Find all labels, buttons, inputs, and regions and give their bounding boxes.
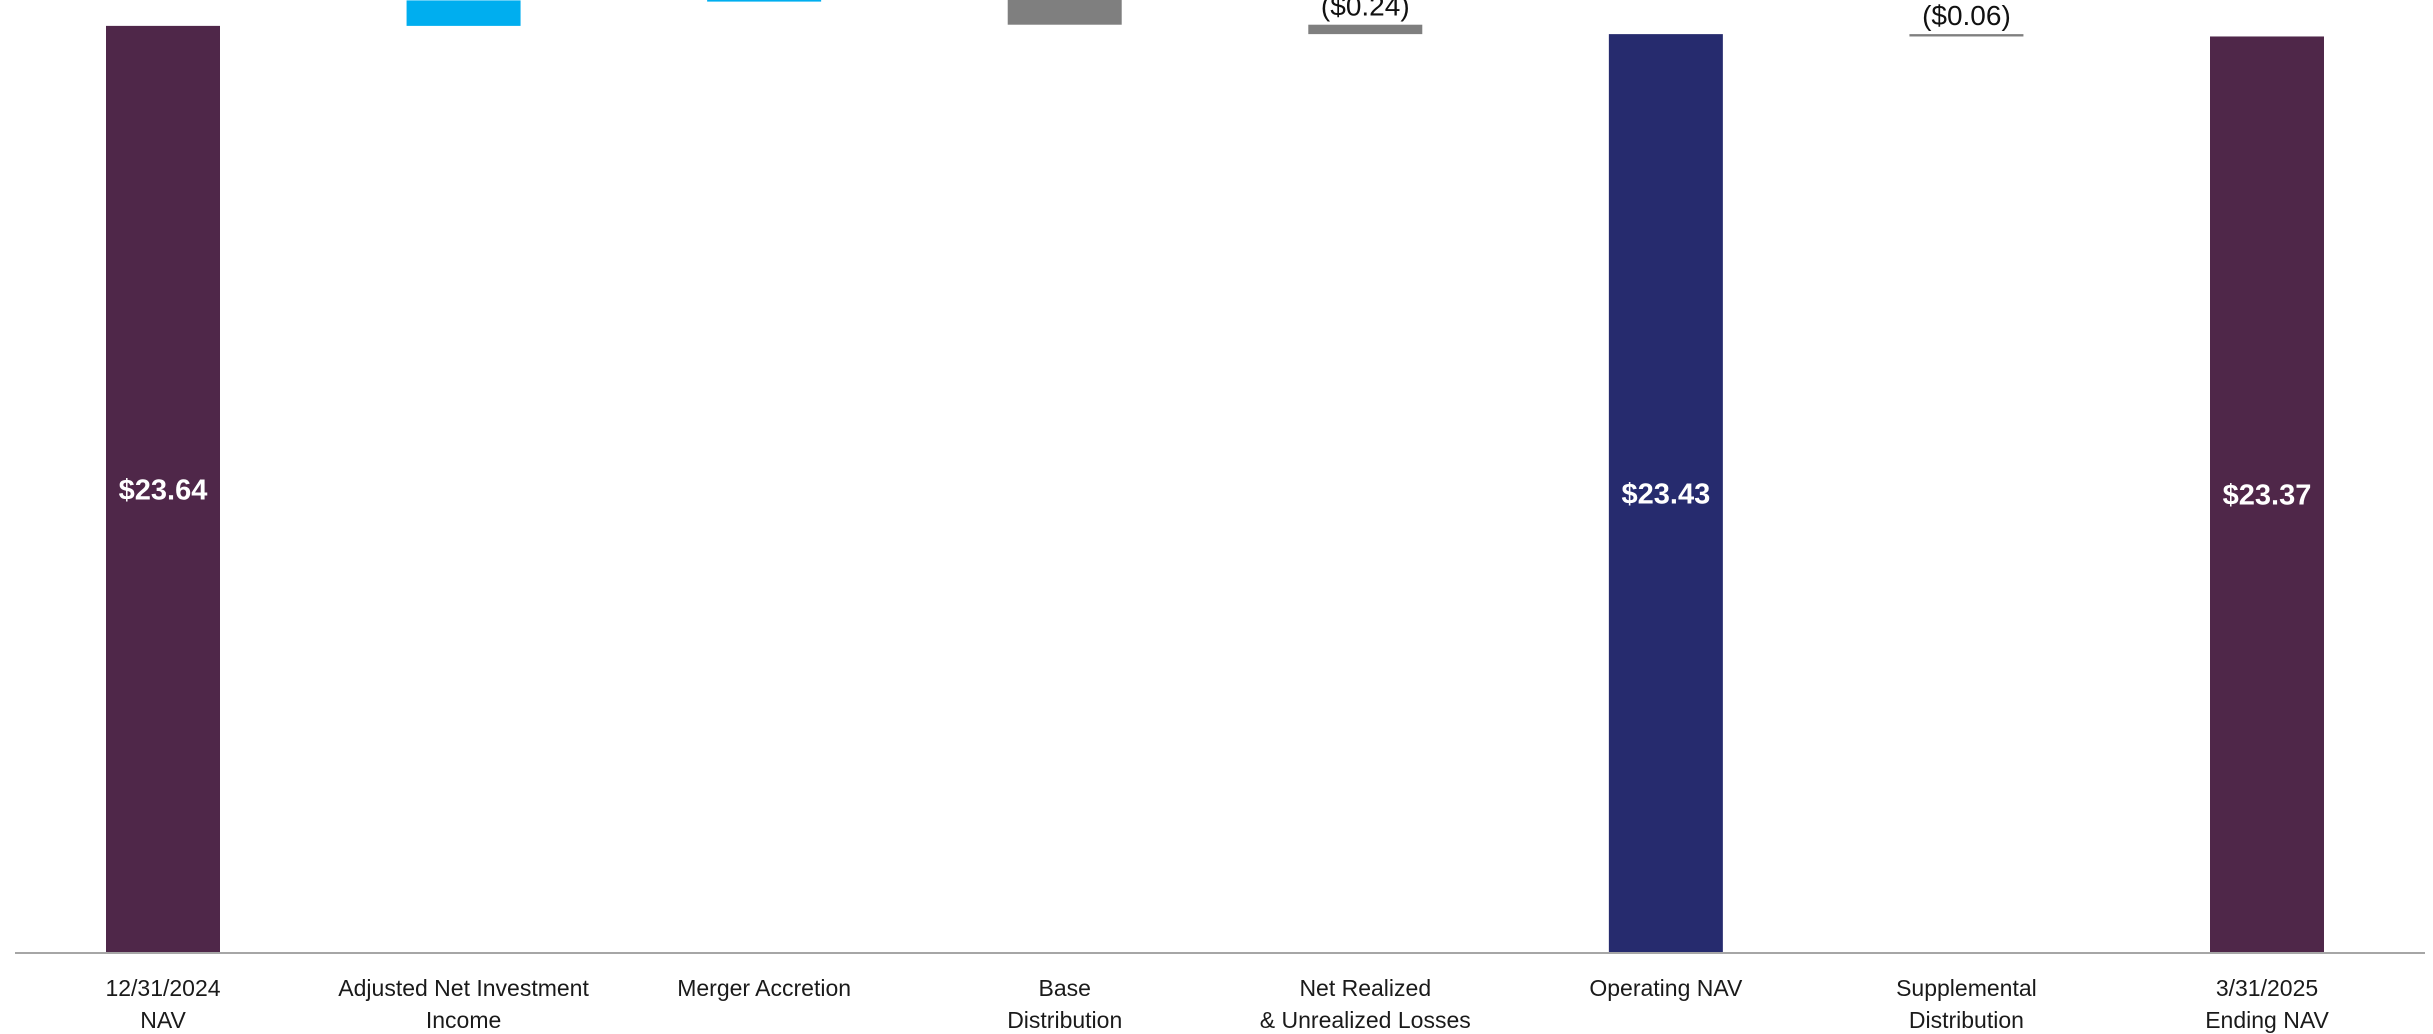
category-label-2: Adjusted Net Investment Income <box>338 975 589 1033</box>
value-label-7: ($0.06) <box>1922 0 2011 31</box>
category-label-line: Adjusted Net Investment <box>338 975 589 1001</box>
category-label-3: Merger Accretion <box>677 975 851 1001</box>
bar-6 <box>1608 34 1723 954</box>
category-label-7: Supplemental Distribution <box>1896 975 2037 1033</box>
bar-1 <box>106 25 220 953</box>
category-label-1: 12/31/2024 NAV <box>105 975 220 1033</box>
value-label-1: $23.64 <box>119 474 208 506</box>
value-label-5: ($0.24) <box>1321 0 1410 22</box>
category-label-line: Ending NAV <box>2205 1007 2329 1033</box>
bar-3 <box>707 0 822 2</box>
category-label-line: Supplemental <box>1896 975 2037 1001</box>
category-label-4: Base Distribution <box>1007 975 1122 1033</box>
value-labels-group: $23.64$0.65$0.02($0.64)($0.24)$23.43($0.… <box>119 0 2312 512</box>
bar-5 <box>1308 24 1423 35</box>
category-label-line: Net Realized <box>1299 975 1431 1001</box>
bar-7 <box>1909 34 2024 37</box>
category-label-line: Merger Accretion <box>677 975 851 1001</box>
category-label-line: Operating NAV <box>1589 975 1743 1001</box>
bar-8 <box>2210 36 2324 953</box>
value-label-8: $23.37 <box>2223 480 2312 512</box>
category-label-5: Net Realized & Unrealized Losses <box>1260 975 1471 1033</box>
category-label-line: 3/31/2025 <box>2216 975 2318 1001</box>
category-label-line: 12/31/2024 <box>105 975 220 1001</box>
category-label-line: NAV <box>140 1007 186 1033</box>
bar-4 <box>1007 0 1122 25</box>
category-label-line: & Unrealized Losses <box>1260 1007 1471 1033</box>
category-label-8: 3/31/2025 Ending NAV <box>2205 975 2329 1033</box>
category-label-line: Distribution <box>1007 1007 1122 1033</box>
category-label-line: Distribution <box>1909 1007 2024 1033</box>
category-label-line: Base <box>1038 975 1090 1001</box>
category-label-line: Income <box>426 1007 501 1033</box>
category-labels-group: 12/31/2024 NAV Adjusted Net Investment Inco… <box>105 975 2329 1033</box>
bars-group <box>106 0 2324 954</box>
value-label-6: $23.43 <box>1622 479 1711 511</box>
category-label-6: Operating NAV <box>1589 975 1743 1001</box>
bar-2 <box>406 0 521 26</box>
